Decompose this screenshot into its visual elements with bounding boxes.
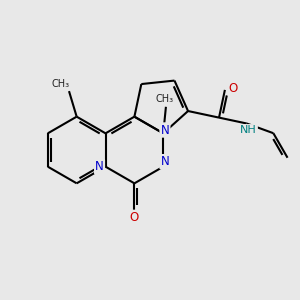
- Text: O: O: [229, 82, 238, 95]
- Text: N: N: [160, 155, 169, 168]
- Text: CH₃: CH₃: [52, 79, 70, 89]
- Text: N: N: [160, 124, 169, 136]
- Text: N: N: [95, 160, 104, 173]
- Text: O: O: [130, 211, 139, 224]
- Text: CH₃: CH₃: [155, 94, 173, 104]
- Text: NH: NH: [240, 125, 257, 135]
